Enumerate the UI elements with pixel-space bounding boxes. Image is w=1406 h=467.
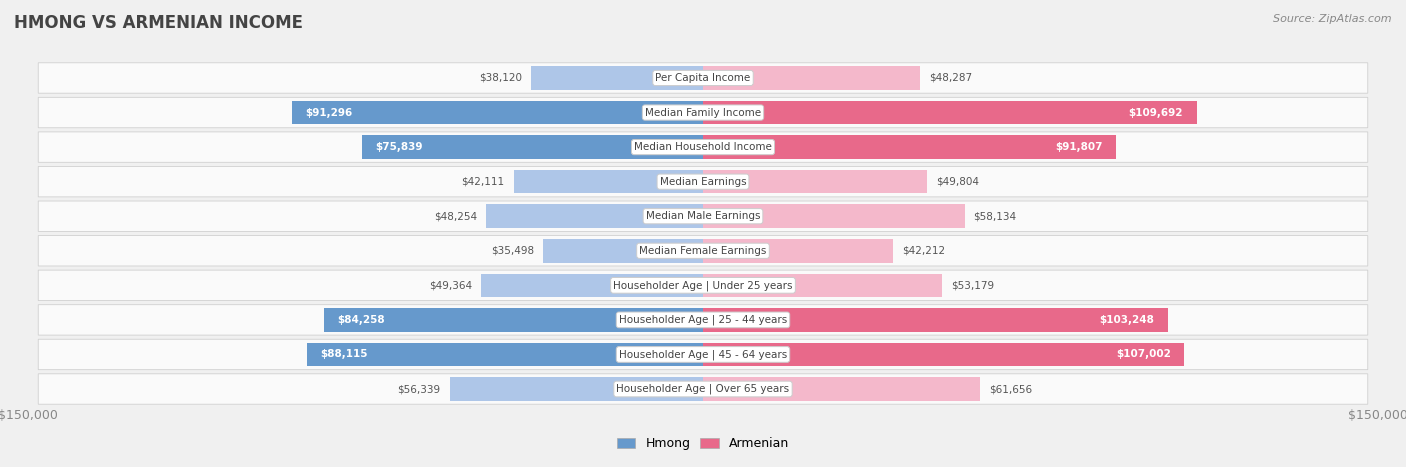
Text: Source: ZipAtlas.com: Source: ZipAtlas.com (1274, 14, 1392, 24)
Bar (361, 135, 703, 159)
Text: $84,258: $84,258 (337, 315, 385, 325)
Bar (307, 343, 703, 366)
Text: $91,296: $91,296 (305, 107, 353, 118)
Text: Per Capita Income: Per Capita Income (655, 73, 751, 83)
FancyBboxPatch shape (38, 304, 1368, 335)
FancyBboxPatch shape (38, 63, 1368, 93)
FancyBboxPatch shape (38, 97, 1368, 128)
FancyBboxPatch shape (38, 132, 1368, 163)
Bar (486, 205, 703, 228)
Bar (323, 308, 703, 332)
Bar (703, 377, 980, 401)
Text: $48,287: $48,287 (929, 73, 973, 83)
Bar (292, 101, 703, 124)
Text: Householder Age | Over 65 years: Householder Age | Over 65 years (616, 384, 790, 394)
Text: $88,115: $88,115 (321, 349, 367, 360)
FancyBboxPatch shape (38, 201, 1368, 232)
Bar (543, 239, 703, 262)
Text: Householder Age | Under 25 years: Householder Age | Under 25 years (613, 280, 793, 290)
Text: HMONG VS ARMENIAN INCOME: HMONG VS ARMENIAN INCOME (14, 14, 304, 32)
Text: $49,364: $49,364 (429, 280, 472, 290)
Text: $49,804: $49,804 (936, 177, 979, 187)
Bar (703, 343, 1184, 366)
Text: $53,179: $53,179 (952, 280, 994, 290)
Text: $107,002: $107,002 (1116, 349, 1171, 360)
Text: $75,839: $75,839 (375, 142, 423, 152)
Text: $42,111: $42,111 (461, 177, 505, 187)
Text: $103,248: $103,248 (1099, 315, 1154, 325)
Text: $91,807: $91,807 (1054, 142, 1102, 152)
Bar (703, 170, 927, 193)
Bar (703, 101, 1197, 124)
Text: $109,692: $109,692 (1129, 107, 1182, 118)
Bar (531, 66, 703, 90)
FancyBboxPatch shape (38, 166, 1368, 197)
FancyBboxPatch shape (38, 235, 1368, 266)
Text: Householder Age | 45 - 64 years: Householder Age | 45 - 64 years (619, 349, 787, 360)
Bar (703, 66, 921, 90)
Text: $38,120: $38,120 (479, 73, 523, 83)
Bar (703, 308, 1167, 332)
Bar (703, 205, 965, 228)
Text: Median Male Earnings: Median Male Earnings (645, 211, 761, 221)
Text: Median Household Income: Median Household Income (634, 142, 772, 152)
Text: $61,656: $61,656 (990, 384, 1032, 394)
Bar (513, 170, 703, 193)
Bar (703, 135, 1116, 159)
Bar (481, 274, 703, 297)
Bar (450, 377, 703, 401)
Text: Median Earnings: Median Earnings (659, 177, 747, 187)
Text: $56,339: $56,339 (398, 384, 440, 394)
Bar (703, 274, 942, 297)
Text: Median Family Income: Median Family Income (645, 107, 761, 118)
Text: Householder Age | 25 - 44 years: Householder Age | 25 - 44 years (619, 315, 787, 325)
Text: $58,134: $58,134 (973, 211, 1017, 221)
Text: $42,212: $42,212 (901, 246, 945, 256)
Legend: Hmong, Armenian: Hmong, Armenian (612, 432, 794, 455)
Text: Median Female Earnings: Median Female Earnings (640, 246, 766, 256)
Text: $48,254: $48,254 (434, 211, 477, 221)
Text: $35,498: $35,498 (491, 246, 534, 256)
FancyBboxPatch shape (38, 339, 1368, 370)
FancyBboxPatch shape (38, 270, 1368, 301)
Bar (703, 239, 893, 262)
FancyBboxPatch shape (38, 374, 1368, 404)
